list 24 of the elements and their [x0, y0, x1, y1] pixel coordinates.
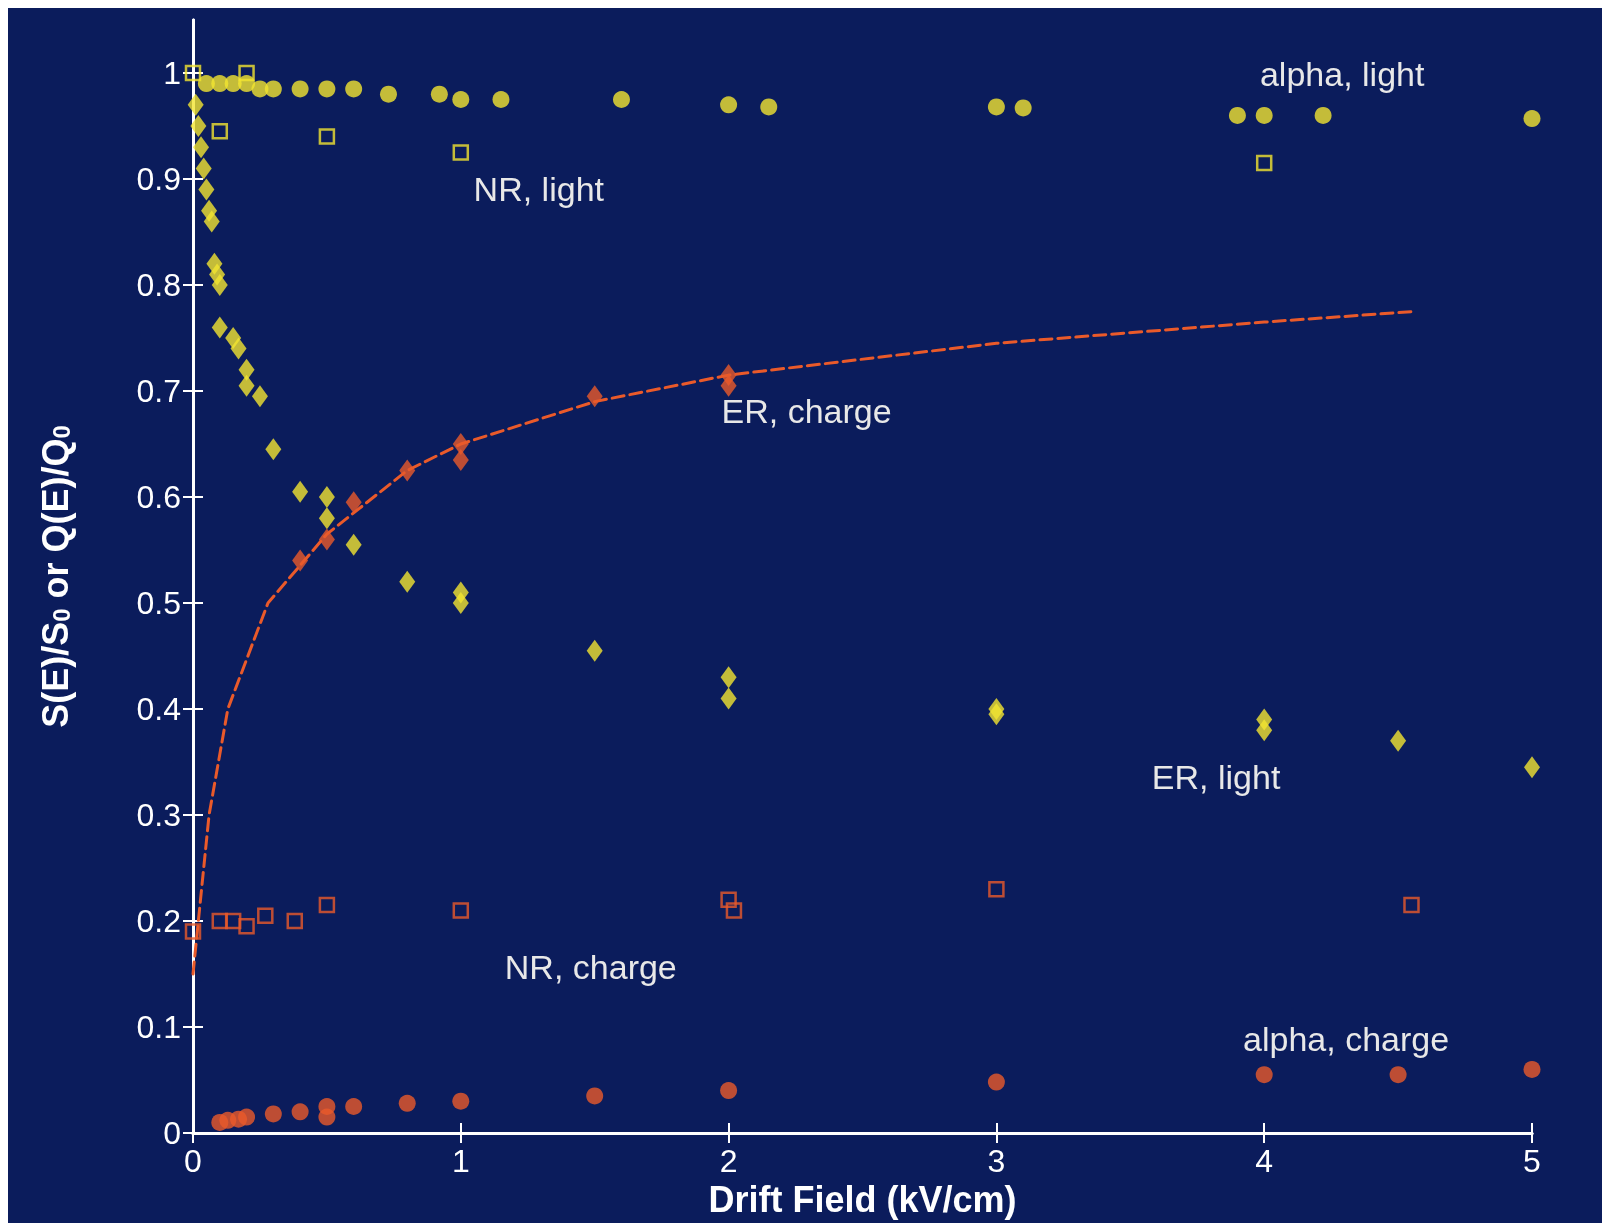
series-label: ER, light — [1151, 757, 1281, 796]
series-label: ER, charge — [721, 392, 892, 431]
y-tick-label: 0.1 — [136, 1009, 181, 1045]
series-label: NR, charge — [504, 948, 677, 987]
y-tick-label: 0.4 — [136, 691, 181, 727]
series-label: alpha, charge — [1243, 1019, 1450, 1058]
x-tick-label: 4 — [1255, 1143, 1274, 1179]
y-tick-label: 1 — [163, 55, 181, 91]
y-axis-title: S(E)/S0 or Q(E)/Q0 — [34, 425, 76, 728]
series-label: NR, light — [473, 169, 605, 208]
y-tick-label: 0.9 — [136, 161, 181, 197]
y-tick-label: 0.3 — [136, 797, 181, 833]
y-tick-label: 0 — [163, 1115, 181, 1151]
y-tick-label: 0.5 — [136, 585, 181, 621]
y-tick-label: 0.2 — [136, 903, 181, 939]
y-tick-label: 0.7 — [136, 373, 181, 409]
x-tick-label: 1 — [451, 1143, 470, 1179]
series-label: alpha, light — [1259, 55, 1425, 94]
x-tick-label: 2 — [719, 1143, 738, 1179]
x-tick-label: 5 — [1523, 1143, 1541, 1179]
y-tick-label: 0.8 — [136, 267, 181, 303]
x-tick-label: 3 — [987, 1143, 1006, 1179]
y-tick-label: 0.6 — [136, 479, 181, 515]
x-axis-title: Drift Field (kV/cm) — [708, 1179, 1017, 1221]
